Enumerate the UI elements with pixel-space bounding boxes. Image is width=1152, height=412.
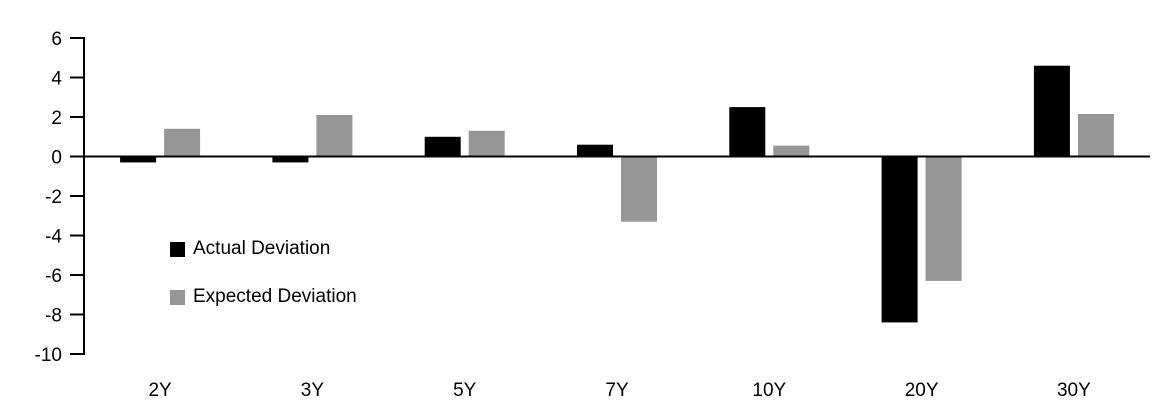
y-tick-label: 0 bbox=[51, 148, 62, 169]
legend-label-expected-deviation: Expected Deviation bbox=[193, 286, 357, 307]
legend-item-expected-deviation: Expected Deviation bbox=[170, 286, 357, 308]
bar-expected-deviation-3y bbox=[316, 115, 353, 157]
bar-actual-deviation-20y bbox=[881, 156, 918, 323]
bar-actual-deviation-30y bbox=[1033, 65, 1070, 157]
chart-legend: Actual Deviation Expected Deviation bbox=[170, 238, 357, 308]
x-tick-label-5y: 5Y bbox=[453, 380, 477, 401]
bar-actual-deviation-2y bbox=[120, 156, 157, 163]
x-tick-label-2y: 2Y bbox=[148, 380, 172, 401]
y-tick-label: 6 bbox=[51, 29, 62, 50]
bar-expected-deviation-7y bbox=[621, 156, 657, 222]
bar-actual-deviation-10y bbox=[729, 107, 766, 157]
bar-actual-deviation-7y bbox=[577, 144, 613, 157]
y-tick-label: -6 bbox=[45, 266, 62, 287]
y-tick-label: -2 bbox=[45, 187, 62, 208]
legend-label-actual-deviation: Actual Deviation bbox=[193, 238, 331, 259]
bar-expected-deviation-30y bbox=[1077, 114, 1114, 157]
bar-expected-deviation-5y bbox=[468, 130, 505, 157]
x-tick-label-10y: 10Y bbox=[752, 380, 786, 401]
x-tick-label-3y: 3Y bbox=[301, 380, 325, 401]
bar-expected-deviation-20y bbox=[925, 156, 962, 281]
bar-expected-deviation-10y bbox=[773, 145, 810, 157]
y-tick-label: -10 bbox=[35, 345, 62, 366]
bar-expected-deviation-2y bbox=[164, 128, 201, 157]
x-tick-label-30y: 30Y bbox=[1057, 380, 1091, 401]
x-tick-label-7y: 7Y bbox=[605, 380, 629, 401]
y-tick-label: -8 bbox=[45, 306, 62, 327]
y-tick-label: 2 bbox=[51, 108, 62, 129]
legend-item-actual-deviation: Actual Deviation bbox=[170, 238, 357, 260]
x-tick-label-20y: 20Y bbox=[905, 380, 939, 401]
bar-actual-deviation-3y bbox=[272, 156, 309, 163]
y-tick-label: -4 bbox=[45, 227, 62, 248]
legend-swatch-actual-icon bbox=[170, 241, 185, 257]
legend-swatch-expected-icon bbox=[170, 289, 185, 305]
bar-actual-deviation-5y bbox=[424, 136, 461, 157]
y-tick-label: 4 bbox=[51, 69, 62, 90]
